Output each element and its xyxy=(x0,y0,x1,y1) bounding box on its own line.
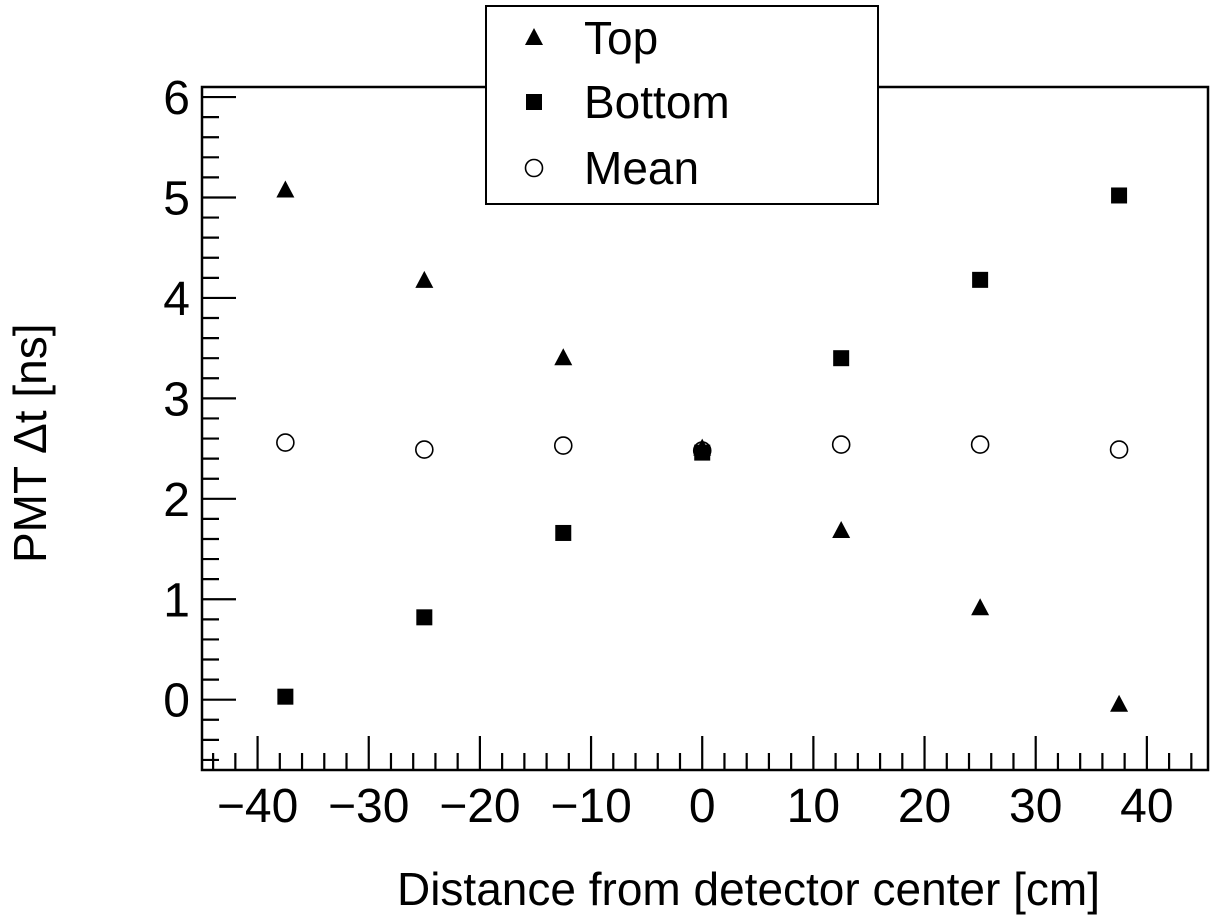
legend-box xyxy=(485,5,879,205)
point-top xyxy=(415,270,434,288)
x-tick-label: 10 xyxy=(787,780,840,833)
point-bottom xyxy=(416,609,433,626)
x-tick-label: −30 xyxy=(328,780,409,833)
point-top xyxy=(554,348,573,366)
data-points xyxy=(276,180,1129,712)
point-bottom xyxy=(555,524,572,541)
point-top xyxy=(276,180,295,198)
y-axis-tick-labels: 0 1 2 3 4 5 6 xyxy=(163,72,190,728)
x-tick-label: 40 xyxy=(1120,780,1173,833)
x-axis-ticks xyxy=(212,736,1193,770)
legend-label-top: Top xyxy=(584,12,658,64)
legend: Top Bottom Mean xyxy=(485,5,879,205)
point-mean xyxy=(970,435,990,454)
legend-marker-top xyxy=(525,28,543,45)
legend-marker-bottom xyxy=(526,94,542,110)
x-axis-tick-labels: −40 −30 −20 −10 0 10 20 30 40 xyxy=(217,780,1174,833)
x-tick-label: −20 xyxy=(439,780,520,833)
point-mean xyxy=(831,435,851,454)
point-top xyxy=(1110,694,1129,712)
x-tick-label: 20 xyxy=(898,780,951,833)
point-mean xyxy=(276,433,295,452)
point-bottom xyxy=(277,688,294,705)
x-axis-label: Distance from detector center [cm] xyxy=(397,863,1100,915)
y-axis-label: PMT Δt [ns] xyxy=(4,324,56,563)
point-bottom xyxy=(833,350,850,367)
point-mean xyxy=(553,436,573,455)
y-tick-label: 2 xyxy=(163,474,190,527)
y-tick-label: 1 xyxy=(163,574,190,627)
legend-label-mean: Mean xyxy=(584,142,699,194)
x-tick-label: 0 xyxy=(689,780,716,833)
point-top xyxy=(971,598,990,616)
x-tick-label: −10 xyxy=(550,780,631,833)
y-tick-label: 4 xyxy=(163,273,190,326)
y-tick-label: 0 xyxy=(163,675,190,728)
y-tick-label: 3 xyxy=(163,373,190,426)
x-tick-label: 30 xyxy=(1009,780,1062,833)
point-bottom xyxy=(972,271,989,288)
y-tick-label: 5 xyxy=(163,172,190,225)
legend-label-bottom: Bottom xyxy=(584,76,730,128)
point-bottom xyxy=(1111,187,1128,204)
y-axis-ticks xyxy=(202,95,236,762)
point-mean xyxy=(1109,440,1129,459)
point-top xyxy=(832,520,851,538)
point-bottom xyxy=(694,444,711,461)
y-tick-label: 6 xyxy=(163,72,190,125)
legend-marker-mean xyxy=(524,158,544,178)
point-mean xyxy=(415,440,434,459)
x-tick-label: −40 xyxy=(217,780,298,833)
